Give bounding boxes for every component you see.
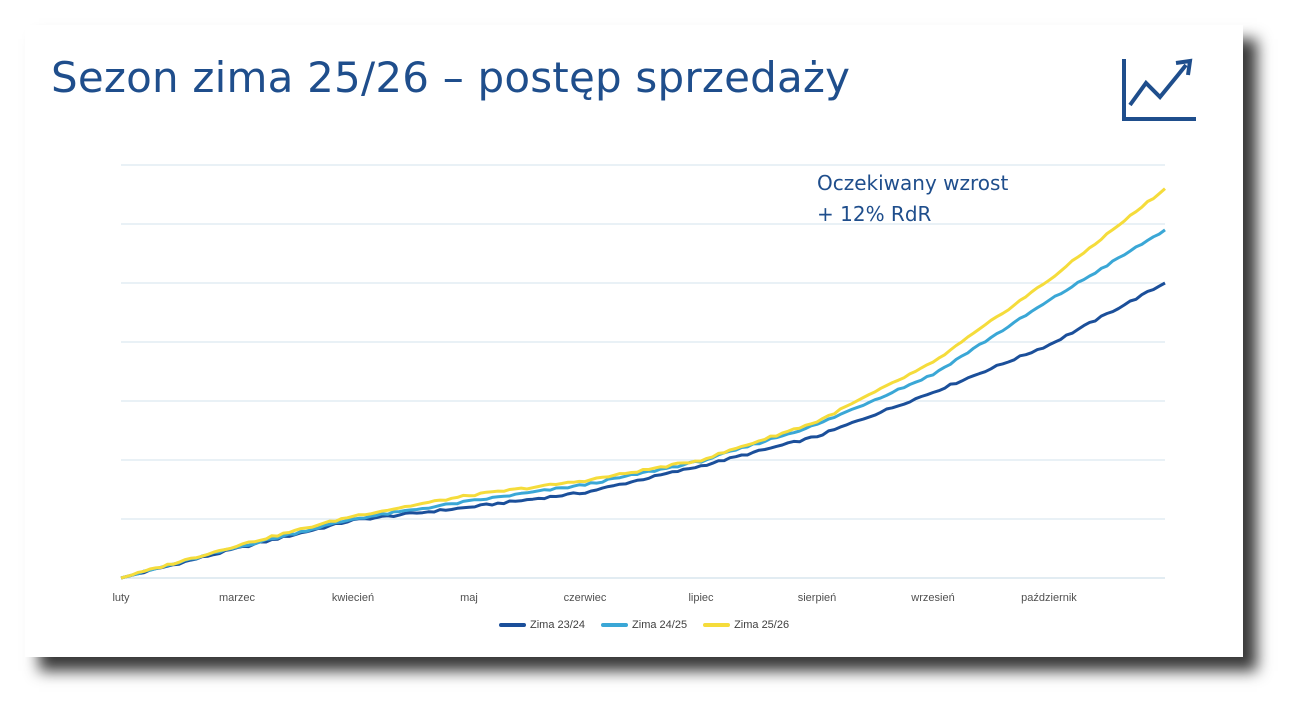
page-title: Sezon zima 25/26 – postęp sprzedaży	[51, 53, 851, 102]
sales-progress-chart: luty marzec kwiecień maj czerwiec lipiec sierp…	[112, 164, 1166, 604]
x-tick-label: październik	[1021, 592, 1077, 604]
x-tick-label: kwiecień	[332, 592, 374, 604]
x-tick-label: luty	[112, 592, 130, 604]
x-tick-label: wrzesień	[910, 592, 954, 604]
x-tick-label: lipiec	[688, 592, 714, 604]
trend-up-chart-icon	[1122, 58, 1196, 121]
x-tick-label: sierpień	[798, 592, 837, 604]
legend-item-zima-24-25: Zima 24/25	[601, 619, 687, 631]
legend-label: Zima 25/26	[734, 619, 790, 631]
legend-swatch	[703, 623, 731, 627]
growth-annotation: Oczekiwany wzrost + 12% RdR	[817, 168, 1008, 230]
legend-label: Zima 23/24	[530, 619, 586, 631]
legend-item-zima-25-26: Zima 25/26	[703, 619, 789, 631]
series-line-zima-24-25	[120, 228, 1166, 580]
series-line-zima-25-26	[120, 187, 1166, 580]
chart-legend: Zima 23/24 Zima 24/25 Zima 25/26	[499, 619, 789, 631]
slide: Sezon zima 25/26 – postęp sprzedaży Ocze…	[25, 25, 1243, 657]
legend-item-zima-23-24: Zima 23/24	[499, 619, 585, 631]
annotation-line-1: Oczekiwany wzrost	[817, 171, 1009, 195]
x-tick-label: maj	[460, 592, 478, 604]
annotation-line-2: + 12% RdR	[817, 202, 932, 226]
x-tick-label: marzec	[219, 592, 256, 604]
x-tick-label: czerwiec	[564, 592, 607, 604]
legend-swatch	[499, 623, 526, 627]
legend-label: Zima 24/25	[632, 619, 688, 631]
legend-swatch	[601, 623, 629, 627]
